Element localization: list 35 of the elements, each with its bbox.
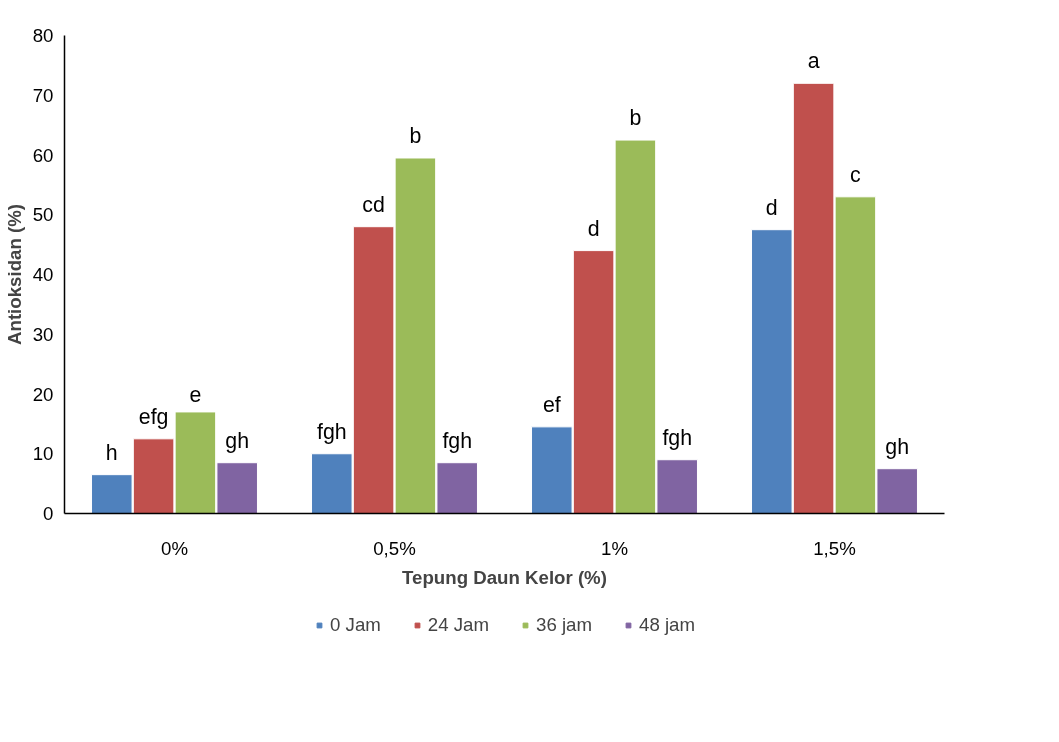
- data-label: c: [850, 162, 862, 187]
- data-label: b: [629, 106, 642, 131]
- y-tick-label: 80: [32, 25, 54, 46]
- data-label: a: [807, 49, 820, 74]
- data-label: d: [765, 195, 778, 220]
- x-tick-label: 0,5%: [373, 537, 416, 559]
- data-label: ef: [542, 392, 561, 417]
- data-label: gh: [885, 434, 910, 459]
- data-label: e: [189, 382, 202, 407]
- y-tick-label: 30: [32, 323, 54, 345]
- y-tick-label: 10: [32, 443, 54, 465]
- x-tick-label: 1,5%: [813, 537, 856, 559]
- data-label: cd: [362, 192, 385, 217]
- data-label: fgh: [662, 425, 693, 450]
- data-label: gh: [225, 428, 250, 453]
- y-tick-label: 0: [43, 503, 54, 524]
- data-label: efg: [138, 404, 169, 429]
- data-label: b: [409, 123, 422, 148]
- legend-label: 0 Jam: [330, 614, 381, 636]
- x-tick-label: 0%: [161, 537, 188, 559]
- data-label: d: [587, 216, 600, 241]
- y-tick-label: 40: [32, 264, 54, 285]
- y-tick-label: 60: [32, 144, 54, 166]
- y-tick-label: 20: [32, 383, 54, 405]
- x-axis-title: Tepung Daun Kelor (%): [402, 566, 607, 588]
- x-tick-label: 1%: [601, 537, 628, 559]
- data-label: fgh: [442, 428, 473, 453]
- legend-label: 48 jam: [639, 614, 695, 636]
- y-tick-label: 50: [32, 204, 54, 226]
- legend-label: 24 Jam: [427, 614, 489, 636]
- data-label: fgh: [316, 419, 347, 444]
- data-label: h: [105, 440, 118, 465]
- y-axis-title: Antioksidan (%): [3, 204, 25, 345]
- y-tick-label: 70: [32, 84, 54, 106]
- legend-label: 36 jam: [536, 614, 592, 636]
